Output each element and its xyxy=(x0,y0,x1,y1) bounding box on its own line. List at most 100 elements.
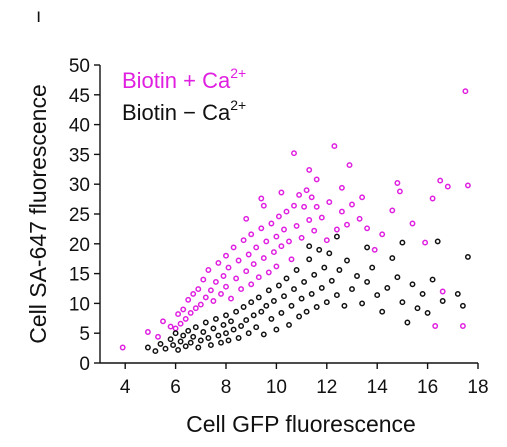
data-point xyxy=(162,345,169,352)
x-tick-label: 6 xyxy=(170,377,181,398)
data-point xyxy=(344,257,350,264)
data-point xyxy=(207,342,214,349)
data-point xyxy=(177,338,184,345)
data-point xyxy=(167,336,174,343)
data-point xyxy=(308,194,315,201)
data-point xyxy=(344,221,350,228)
data-point xyxy=(192,324,199,331)
data-point xyxy=(291,202,297,209)
data-point xyxy=(233,275,240,282)
data-point xyxy=(399,239,406,246)
data-point xyxy=(253,244,260,251)
data-point xyxy=(454,290,461,297)
data-point xyxy=(341,302,348,309)
data-point xyxy=(311,227,318,234)
data-point xyxy=(364,225,371,232)
data-point xyxy=(338,184,345,191)
data-point xyxy=(379,231,386,238)
data-point xyxy=(371,246,378,253)
x-tick-label: 18 xyxy=(467,377,488,398)
data-point xyxy=(389,207,396,214)
data-point xyxy=(152,348,159,355)
data-point xyxy=(268,315,275,322)
data-point xyxy=(313,176,320,183)
data-point xyxy=(187,339,194,346)
data-point xyxy=(288,256,295,263)
x-tick-label: 12 xyxy=(316,377,337,398)
data-point xyxy=(429,276,436,283)
data-point xyxy=(245,330,252,337)
y-tick-label: 25 xyxy=(69,205,90,226)
y-tick-label: 10 xyxy=(69,294,90,315)
data-point xyxy=(278,189,285,196)
data-point xyxy=(394,274,401,281)
data-point xyxy=(283,208,290,215)
data-point xyxy=(228,295,234,302)
data-point xyxy=(265,287,272,294)
legend-entry: Biotin − Ca2+ xyxy=(122,97,246,125)
data-point xyxy=(462,88,469,95)
data-point xyxy=(364,244,371,251)
data-point xyxy=(273,263,280,270)
data-point xyxy=(374,292,381,299)
data-point xyxy=(218,339,224,346)
data-point xyxy=(316,246,323,253)
data-point xyxy=(260,202,267,209)
data-point xyxy=(215,259,222,266)
data-point xyxy=(248,299,255,306)
data-point xyxy=(180,306,187,313)
data-point xyxy=(333,233,340,240)
data-point xyxy=(202,294,209,301)
data-point xyxy=(464,253,471,260)
data-point xyxy=(218,290,224,297)
data-point xyxy=(331,143,338,150)
data-point xyxy=(288,302,295,309)
data-point xyxy=(434,238,441,245)
data-point xyxy=(459,323,466,329)
series-2 xyxy=(144,233,471,355)
data-point xyxy=(424,309,431,316)
data-point xyxy=(293,267,300,273)
data-point xyxy=(192,305,199,312)
data-point xyxy=(273,326,280,333)
data-point xyxy=(258,195,265,202)
data-point xyxy=(172,325,179,332)
data-point xyxy=(190,290,197,297)
data-point xyxy=(439,298,446,304)
data-point xyxy=(308,290,315,297)
data-point xyxy=(248,281,255,288)
data-point xyxy=(245,251,252,258)
data-point xyxy=(175,311,182,318)
data-point xyxy=(359,194,366,201)
data-point xyxy=(356,215,363,222)
data-point xyxy=(220,273,227,279)
data-point xyxy=(233,308,240,315)
data-point xyxy=(225,337,232,344)
panel-mark: ı xyxy=(36,6,41,27)
data-point xyxy=(459,302,466,309)
data-point xyxy=(212,278,219,285)
data-point xyxy=(306,166,313,173)
data-point xyxy=(389,255,396,262)
data-point xyxy=(359,300,366,307)
data-point xyxy=(321,264,328,271)
data-point xyxy=(197,337,204,344)
data-point xyxy=(270,249,277,256)
data-point xyxy=(258,225,265,232)
data-point xyxy=(235,257,242,264)
x-tick-label: 10 xyxy=(266,377,287,398)
series-1 xyxy=(119,88,471,351)
data-point xyxy=(260,331,267,338)
y-tick-label: 45 xyxy=(69,86,90,107)
data-point xyxy=(263,238,270,245)
data-point xyxy=(394,180,401,186)
data-point xyxy=(419,290,426,297)
data-point xyxy=(296,313,303,320)
y-tick-label: 50 xyxy=(69,56,90,77)
data-point xyxy=(301,203,308,210)
data-point xyxy=(318,284,325,291)
data-point xyxy=(223,330,229,337)
data-point xyxy=(303,308,310,315)
x-tick-label: 4 xyxy=(120,377,131,398)
